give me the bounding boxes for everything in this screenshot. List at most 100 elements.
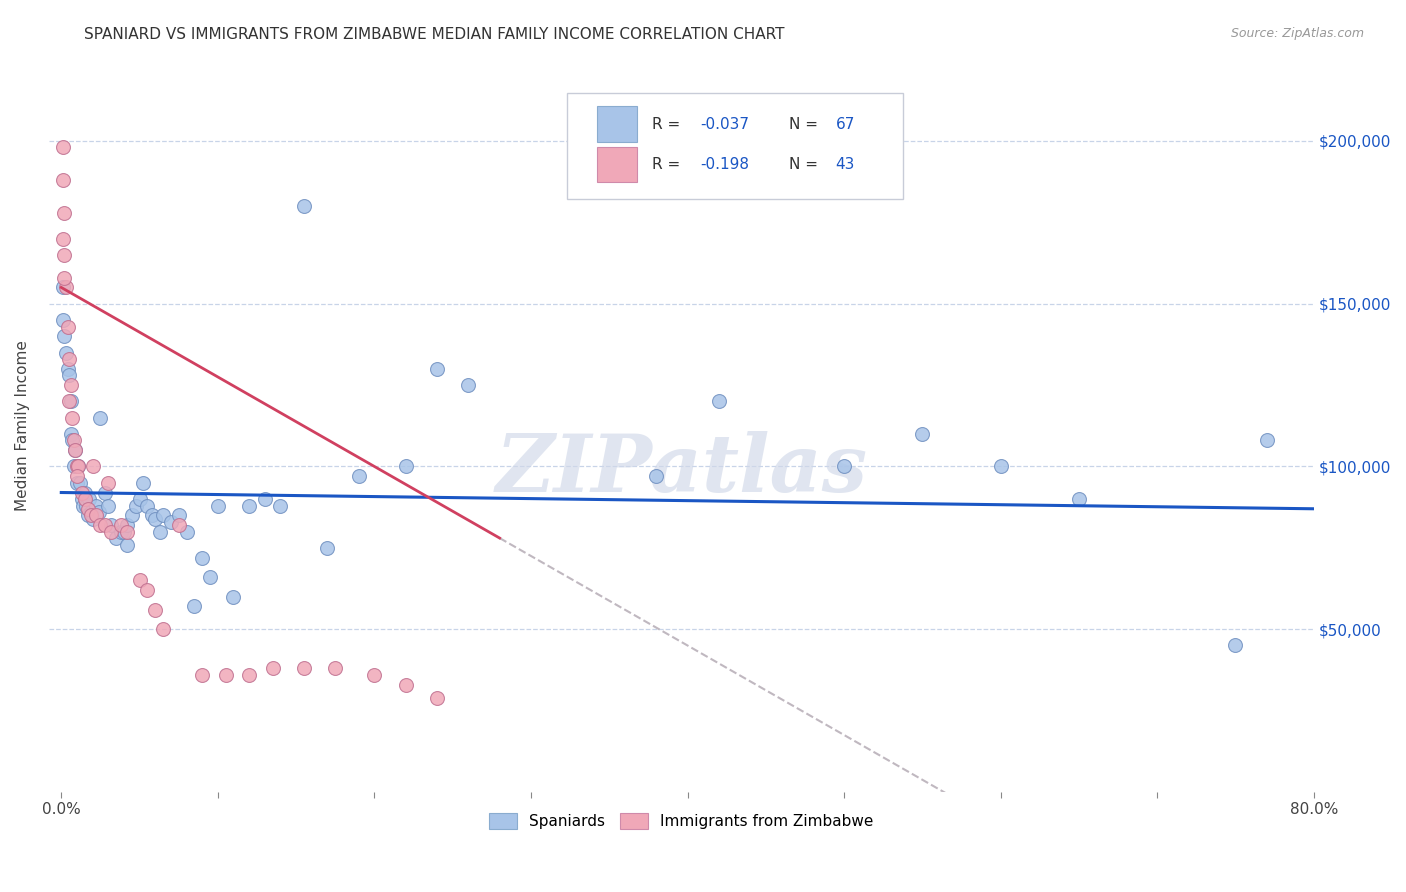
Point xyxy=(110,518,132,533)
Point xyxy=(89,410,111,425)
Point xyxy=(167,508,190,523)
Point xyxy=(143,511,166,525)
Point xyxy=(65,443,87,458)
Point xyxy=(645,469,668,483)
Point xyxy=(80,505,103,519)
Point xyxy=(143,603,166,617)
Point xyxy=(60,434,83,448)
Point xyxy=(1225,639,1247,653)
Point xyxy=(60,410,83,425)
Point xyxy=(82,459,104,474)
Point xyxy=(323,661,346,675)
Point xyxy=(105,531,128,545)
Point xyxy=(53,270,76,285)
Point xyxy=(990,459,1012,474)
Point xyxy=(77,501,100,516)
Bar xyxy=(596,147,637,182)
Point xyxy=(65,443,87,458)
Text: R =: R = xyxy=(652,157,685,172)
Point xyxy=(316,541,339,555)
Text: R =: R = xyxy=(652,117,685,131)
Point xyxy=(292,661,315,675)
Text: 43: 43 xyxy=(835,157,855,172)
Point xyxy=(52,173,75,187)
Point xyxy=(82,511,104,525)
Point xyxy=(426,690,449,705)
Point xyxy=(115,518,138,533)
Point xyxy=(73,491,96,506)
Point xyxy=(59,378,82,392)
Point xyxy=(55,280,77,294)
Point xyxy=(59,426,82,441)
Point xyxy=(395,677,418,691)
Point xyxy=(363,667,385,681)
Point xyxy=(269,499,291,513)
Point xyxy=(292,199,315,213)
Point xyxy=(347,469,370,483)
Point xyxy=(52,313,75,327)
Point xyxy=(55,345,77,359)
Point xyxy=(100,524,122,539)
Point xyxy=(136,583,159,598)
Point xyxy=(70,485,93,500)
Point xyxy=(72,499,94,513)
Text: 67: 67 xyxy=(835,117,855,131)
Text: N =: N = xyxy=(789,157,823,172)
Point xyxy=(262,661,284,675)
Point xyxy=(89,518,111,533)
Point xyxy=(1256,434,1278,448)
Point xyxy=(56,361,79,376)
Text: Source: ZipAtlas.com: Source: ZipAtlas.com xyxy=(1230,27,1364,40)
Point xyxy=(176,524,198,539)
Point xyxy=(73,485,96,500)
Point xyxy=(53,329,76,343)
Text: SPANIARD VS IMMIGRANTS FROM ZIMBABWE MEDIAN FAMILY INCOME CORRELATION CHART: SPANIARD VS IMMIGRANTS FROM ZIMBABWE MED… xyxy=(84,27,785,42)
Point xyxy=(75,499,97,513)
Point xyxy=(69,475,91,490)
Point xyxy=(191,550,214,565)
Text: ZIPatlas: ZIPatlas xyxy=(495,431,868,508)
Point xyxy=(59,394,82,409)
Point xyxy=(58,368,80,383)
Point xyxy=(183,599,205,614)
Point xyxy=(115,524,138,539)
Point xyxy=(53,205,76,219)
Point xyxy=(222,590,245,604)
Point xyxy=(52,232,75,246)
Point xyxy=(131,475,153,490)
Point xyxy=(191,667,214,681)
Point xyxy=(52,280,75,294)
Point xyxy=(97,499,120,513)
Point xyxy=(56,319,79,334)
Point xyxy=(94,485,117,500)
Point xyxy=(426,361,449,376)
Point xyxy=(160,515,183,529)
Point xyxy=(94,518,117,533)
Point xyxy=(457,378,479,392)
Point xyxy=(121,508,143,523)
Point xyxy=(80,508,103,523)
Point xyxy=(253,491,276,506)
Point xyxy=(198,570,221,584)
Point xyxy=(52,140,75,154)
Point xyxy=(152,622,174,636)
Point xyxy=(58,394,80,409)
Point xyxy=(84,508,107,523)
Point xyxy=(58,352,80,367)
Text: -0.198: -0.198 xyxy=(700,157,749,172)
Point xyxy=(70,491,93,506)
Point xyxy=(84,499,107,513)
Point xyxy=(112,524,135,539)
Point xyxy=(53,248,76,262)
Point xyxy=(167,518,190,533)
Point xyxy=(707,394,730,409)
Point xyxy=(152,508,174,523)
Legend: Spaniards, Immigrants from Zimbabwe: Spaniards, Immigrants from Zimbabwe xyxy=(484,807,879,836)
Point xyxy=(207,499,229,513)
Point xyxy=(66,475,89,490)
Point xyxy=(136,499,159,513)
Point xyxy=(66,469,89,483)
Point xyxy=(832,459,855,474)
Point xyxy=(149,524,172,539)
Text: N =: N = xyxy=(789,117,823,131)
